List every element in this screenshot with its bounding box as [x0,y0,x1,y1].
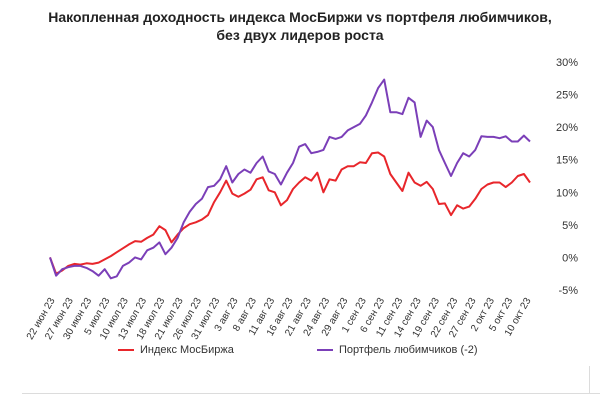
chart-title: Накопленная доходность индекса МосБиржи … [0,8,600,44]
y-tick-label: 20% [556,122,578,134]
legend-label-portfolio: Портфель любимчиков (-2) [339,344,478,356]
legend-swatch-portfolio [317,349,333,351]
legend-swatch-index [118,349,134,351]
series-lines [49,78,531,280]
legend-label-index: Индекс МосБиржа [140,344,234,356]
y-tick-label: 25% [556,90,578,102]
bottom-divider [22,393,600,394]
chart-title-line-2: без двух лидеров роста [216,27,384,43]
series-line-portfolio [49,78,531,280]
series-line-index [49,151,531,275]
y-tick-label: 5% [562,220,578,232]
y-tick-label: -5% [558,285,578,297]
y-tick-label: 30% [556,57,578,69]
legend-item-portfolio: Портфель любимчиков (-2) [317,344,478,356]
y-tick-label: 10% [556,187,578,199]
y-tick-label: 15% [556,155,578,167]
chart-title-line-1: Накопленная доходность индекса МосБиржи … [48,9,552,25]
y-axis: -5% 0% 5% 10% 15% 20% 25% 30% [556,57,578,297]
legend: Индекс МосБиржа Портфель любимчиков (-2) [0,344,600,362]
right-divider [589,366,590,394]
y-tick-label: 0% [562,252,578,264]
legend-item-index: Индекс МосБиржа [118,344,234,356]
